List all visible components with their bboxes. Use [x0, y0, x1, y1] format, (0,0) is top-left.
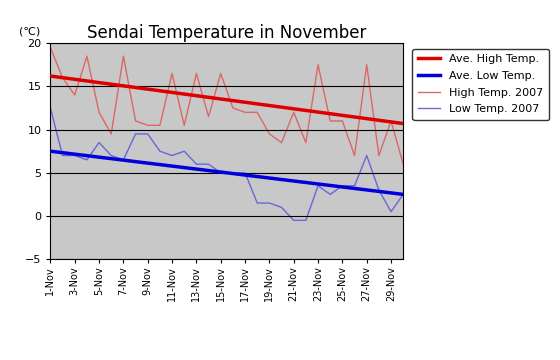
Y-axis label: (℃): (℃)	[18, 27, 40, 37]
Title: Sendai Temperature in November: Sendai Temperature in November	[87, 24, 366, 42]
Legend: Ave. High Temp., Ave. Low Temp., High Temp. 2007, Low Temp. 2007: Ave. High Temp., Ave. Low Temp., High Te…	[412, 49, 549, 120]
